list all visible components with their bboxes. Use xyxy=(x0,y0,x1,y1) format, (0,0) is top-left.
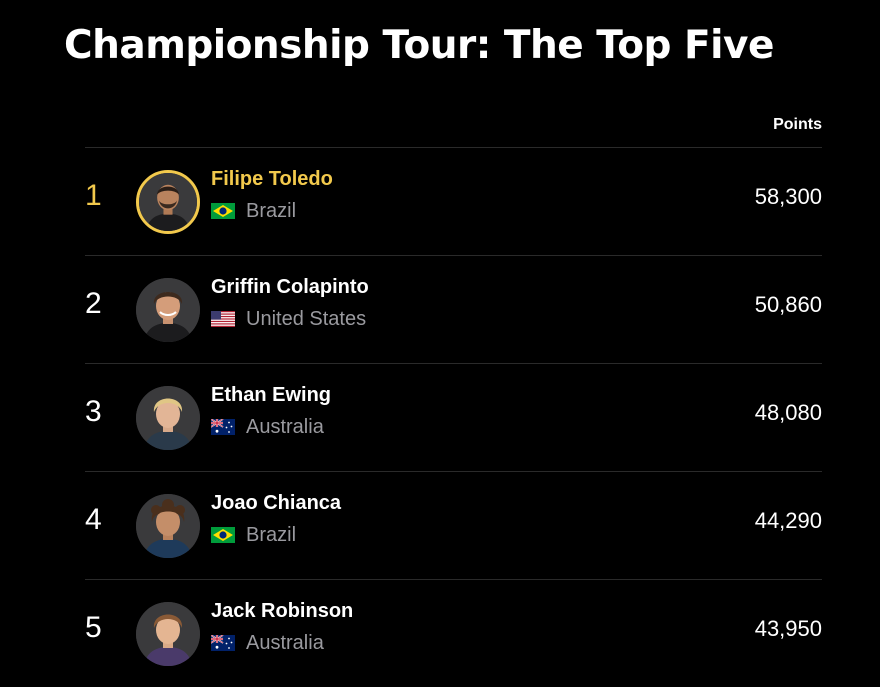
surfer-avatar[interactable] xyxy=(136,602,200,666)
country-name: Brazil xyxy=(246,200,297,222)
surfer-avatar[interactable] xyxy=(136,494,200,558)
surfer-portrait-icon xyxy=(136,278,200,342)
rank-number: 3 xyxy=(85,395,102,428)
points-column-header: Points xyxy=(773,116,822,133)
page-title: Championship Tour: The Top Five xyxy=(64,23,774,68)
country-name: Brazil xyxy=(246,524,297,546)
surfer-avatar[interactable] xyxy=(136,386,200,450)
points-value: 58,300 xyxy=(754,184,822,209)
surfer-portrait-icon xyxy=(136,602,200,666)
ranking-row-3[interactable]: 3 Ethan Ewing xyxy=(85,364,822,472)
rank-number: 4 xyxy=(85,503,102,536)
surfer-country: Brazil xyxy=(211,198,296,224)
australia-flag-icon xyxy=(211,419,235,435)
surfer-avatar[interactable] xyxy=(136,170,200,234)
rank-number: 2 xyxy=(85,287,102,320)
country-name: Australia xyxy=(246,632,324,654)
surfer-name[interactable]: Filipe Toledo xyxy=(211,168,333,190)
country-name: Australia xyxy=(246,416,324,438)
points-value: 48,080 xyxy=(754,400,822,425)
table-header: Points xyxy=(85,104,822,148)
surfer-country: Australia xyxy=(211,414,324,440)
surfer-portrait-icon xyxy=(136,386,200,450)
surfer-name[interactable]: Griffin Colapinto xyxy=(211,276,369,298)
surfer-name[interactable]: Joao Chianca xyxy=(211,492,342,514)
ranking-row-5[interactable]: 5 Jack Robinson xyxy=(85,580,822,687)
surfer-avatar[interactable] xyxy=(136,278,200,342)
ranking-row-4[interactable]: 4 Joao Chianca Brazil xyxy=(85,472,822,580)
rank-number: 5 xyxy=(85,611,102,644)
surfer-country: United States xyxy=(211,306,366,332)
points-value: 44,290 xyxy=(754,508,822,533)
united-states-flag-icon xyxy=(211,311,235,327)
brazil-flag-icon xyxy=(211,527,235,543)
australia-flag-icon xyxy=(211,635,235,651)
brazil-flag-icon xyxy=(211,203,235,219)
rank-number: 1 xyxy=(85,179,102,212)
surfer-country: Australia xyxy=(211,630,324,656)
rankings-table: Points 1 Filipe Toledo Brazil xyxy=(85,104,822,687)
ranking-row-2[interactable]: 2 Griffin Colapinto xyxy=(85,256,822,364)
surfer-name[interactable]: Ethan Ewing xyxy=(211,384,331,406)
points-value: 50,860 xyxy=(754,292,822,317)
surfer-country: Brazil xyxy=(211,522,296,548)
points-value: 43,950 xyxy=(754,616,822,641)
surfer-portrait-icon xyxy=(136,494,200,558)
surfer-portrait-icon xyxy=(139,173,197,231)
surfer-name[interactable]: Jack Robinson xyxy=(211,600,354,622)
country-name: United States xyxy=(246,308,367,330)
ranking-row-1[interactable]: 1 Filipe Toledo Brazil 58,300 xyxy=(85,148,822,256)
